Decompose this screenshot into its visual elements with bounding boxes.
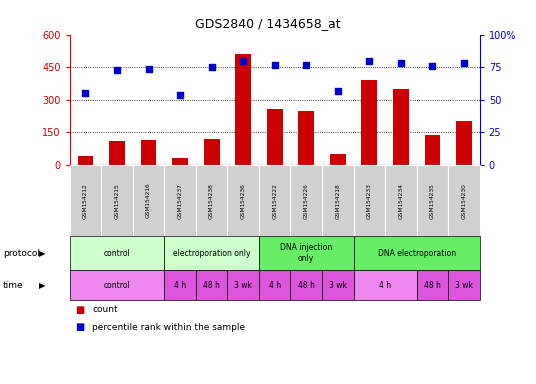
Text: percentile rank within the sample: percentile rank within the sample (92, 323, 245, 332)
Text: GSM154215: GSM154215 (115, 183, 120, 218)
Text: GSM154234: GSM154234 (398, 183, 404, 218)
Bar (172, 157, 188, 165)
Bar (235, 54, 251, 165)
Point (302, 61, 310, 68)
Bar (78, 156, 93, 165)
Text: DNA electroporation: DNA electroporation (377, 248, 456, 258)
Text: 48 h: 48 h (298, 281, 315, 290)
Bar (299, 111, 314, 165)
Point (428, 63, 437, 69)
Point (333, 88, 342, 94)
Text: GSM154238: GSM154238 (209, 183, 214, 218)
Text: GSM154235: GSM154235 (430, 183, 435, 218)
Bar (456, 121, 472, 165)
Bar (140, 140, 157, 165)
Point (176, 91, 184, 98)
Text: 4 h: 4 h (174, 281, 186, 290)
Text: GSM154237: GSM154237 (177, 183, 183, 218)
Text: GSM154222: GSM154222 (272, 183, 277, 218)
Text: DNA injection
only: DNA injection only (280, 243, 332, 263)
Point (365, 58, 374, 64)
Text: GSM154216: GSM154216 (146, 183, 151, 218)
Point (271, 61, 279, 68)
Point (207, 64, 216, 70)
Point (144, 65, 153, 71)
Point (460, 60, 468, 66)
Text: time: time (3, 281, 23, 290)
Bar (393, 89, 409, 165)
Text: 4 h: 4 h (379, 281, 391, 290)
Text: GSM154212: GSM154212 (83, 183, 88, 218)
Text: GSM154226: GSM154226 (304, 183, 309, 218)
Bar (267, 109, 282, 165)
Bar (330, 154, 346, 165)
Bar (361, 80, 377, 165)
Text: control: control (103, 281, 130, 290)
Text: ▶: ▶ (39, 281, 45, 290)
Text: control: control (103, 248, 130, 258)
Text: ■: ■ (75, 322, 84, 332)
Text: 3 wk: 3 wk (234, 281, 252, 290)
Text: 48 h: 48 h (424, 281, 441, 290)
Point (113, 67, 121, 73)
Text: GSM154230: GSM154230 (461, 183, 466, 218)
Bar (109, 141, 125, 165)
Text: 48 h: 48 h (203, 281, 220, 290)
Point (239, 58, 248, 64)
Bar (425, 135, 440, 165)
Text: ▶: ▶ (39, 248, 45, 258)
Text: ■: ■ (75, 305, 84, 315)
Text: 3 wk: 3 wk (455, 281, 473, 290)
Text: GSM154236: GSM154236 (241, 183, 245, 218)
Point (397, 60, 405, 66)
Text: GSM154233: GSM154233 (367, 183, 372, 218)
Bar (204, 139, 220, 165)
Point (81, 90, 90, 96)
Text: 4 h: 4 h (269, 281, 281, 290)
Text: count: count (92, 305, 118, 314)
Text: protocol: protocol (3, 248, 40, 258)
Text: GSM154218: GSM154218 (336, 183, 340, 218)
Text: electroporation only: electroporation only (173, 248, 250, 258)
Text: 3 wk: 3 wk (329, 281, 347, 290)
Text: GDS2840 / 1434658_at: GDS2840 / 1434658_at (195, 17, 341, 30)
